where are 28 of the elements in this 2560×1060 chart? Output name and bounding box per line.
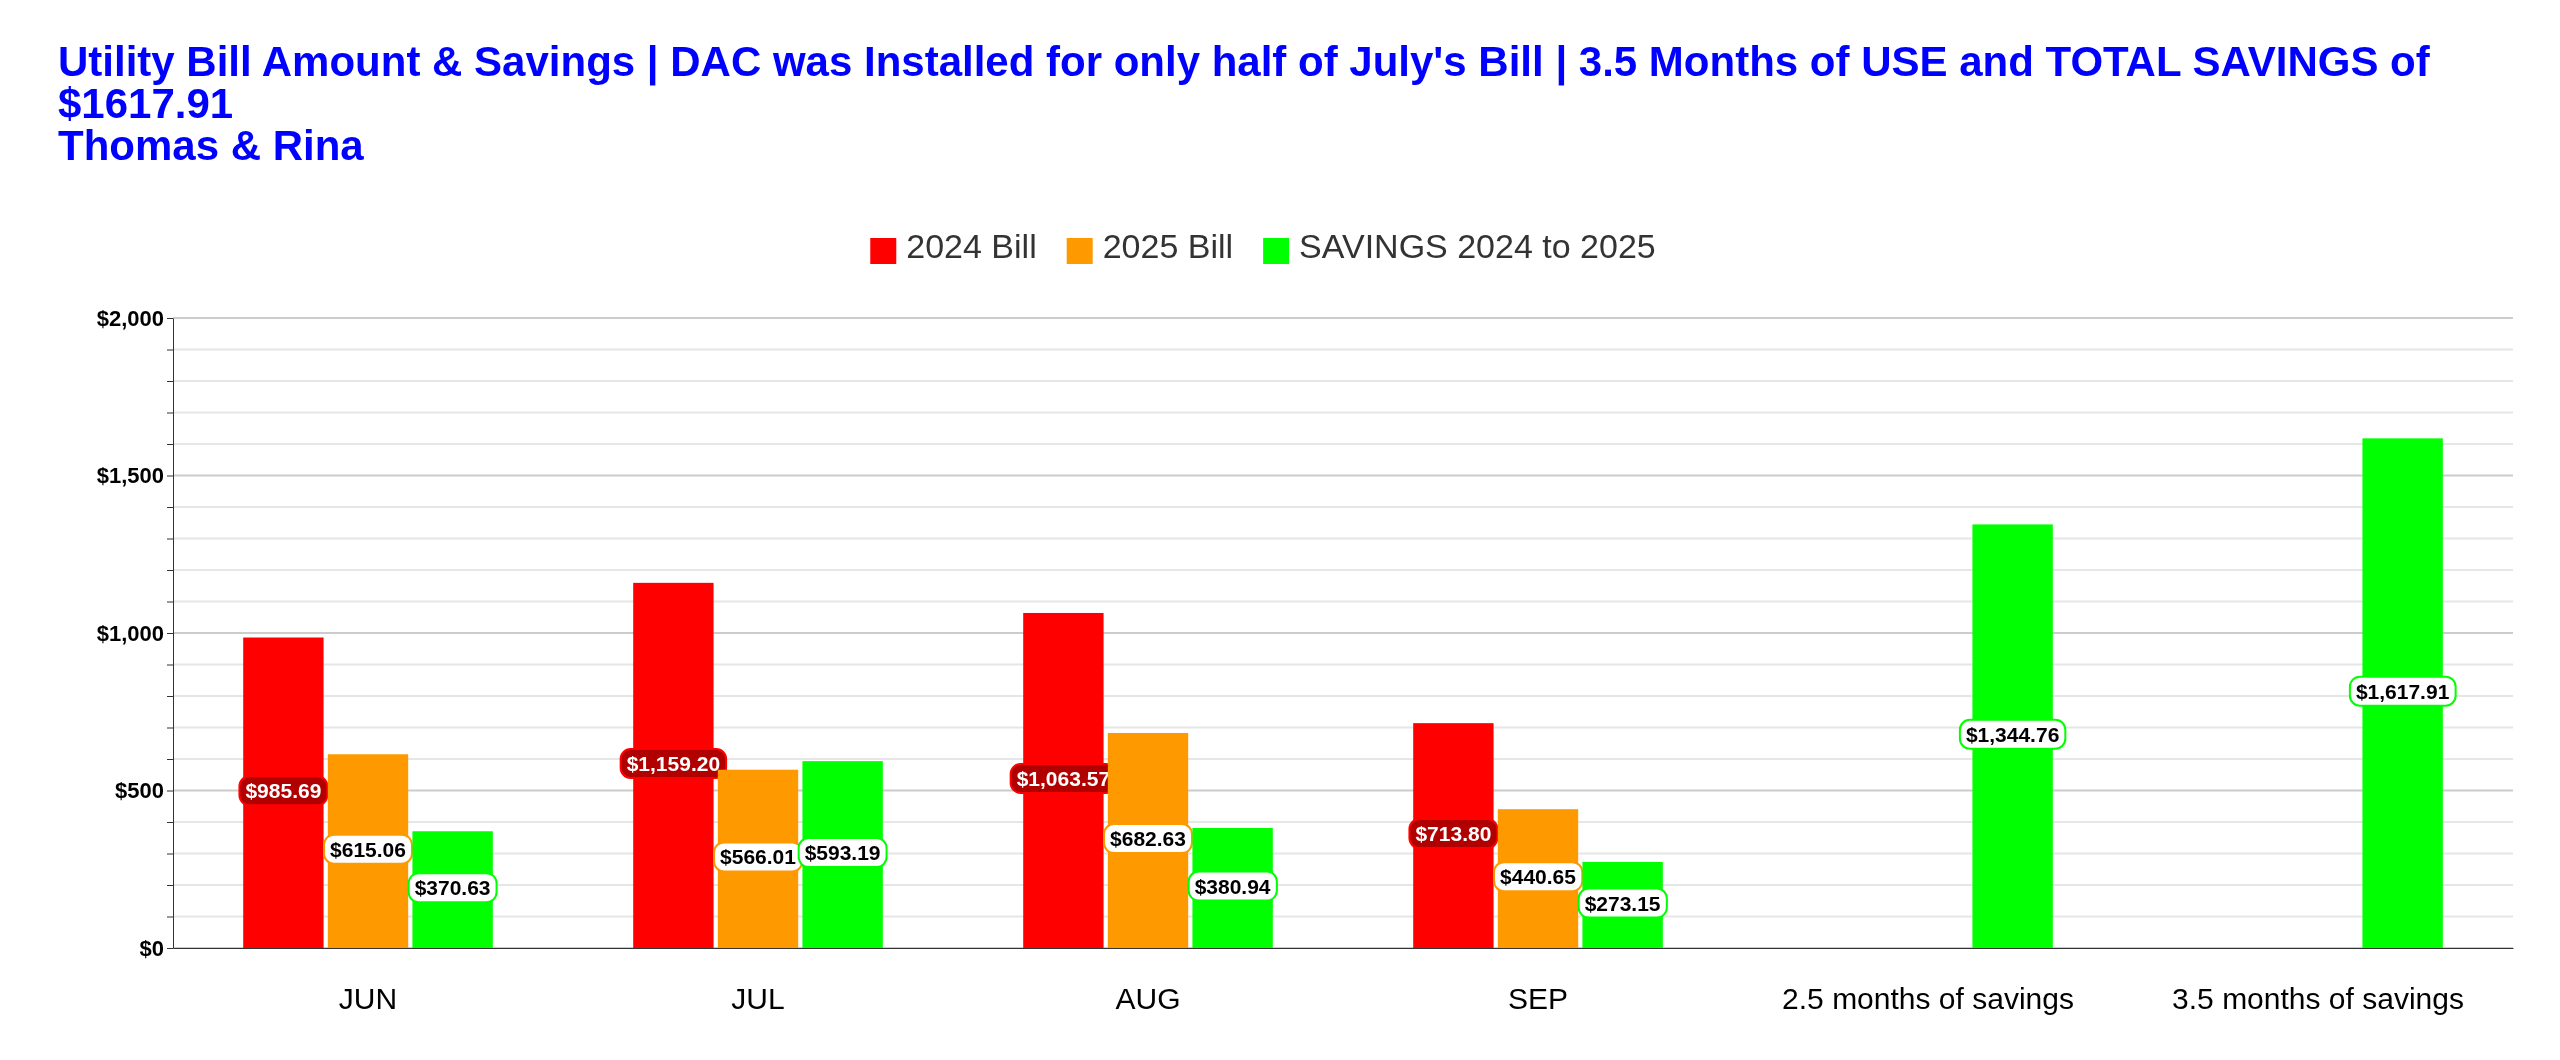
data-label: $440.65 xyxy=(1500,865,1577,889)
data-label: $593.19 xyxy=(804,841,881,865)
y-tick-label: $1,000 xyxy=(96,620,164,646)
data-label: $615.06 xyxy=(330,837,406,861)
x-tick-label: AUG xyxy=(1115,982,1181,1016)
y-tick-label: $0 xyxy=(139,935,164,961)
legend-label: 2025 Bill xyxy=(1102,227,1234,265)
x-tick-label: 3.5 months of savings xyxy=(2172,982,2464,1016)
data-label: $713.80 xyxy=(1415,822,1492,846)
data-label: $682.63 xyxy=(1110,827,1186,851)
data-label: $380.94 xyxy=(1194,874,1271,898)
y-tick-label: $2,000 xyxy=(96,305,164,331)
x-tick-label: SEP xyxy=(1507,982,1569,1016)
x-tick-label: 2.5 months of savings xyxy=(1782,982,2074,1016)
y-tick-label: $500 xyxy=(115,778,164,804)
data-label: $985.69 xyxy=(245,779,322,803)
data-label: $1,617.91 xyxy=(2355,679,2450,703)
legend-label: SAVINGS 2024 to 2025 xyxy=(1299,227,1656,265)
data-label: $566.01 xyxy=(720,845,797,869)
data-label: $1,344.76 xyxy=(1965,722,2060,746)
x-tick-label: JUN xyxy=(338,982,398,1016)
data-label: $1,159.20 xyxy=(626,751,721,775)
y-tick-label: $1,500 xyxy=(96,463,164,489)
data-label: $1,063.57 xyxy=(1016,767,1111,791)
legend-label: 2024 Bill xyxy=(906,227,1037,265)
data-label: $370.63 xyxy=(414,876,491,900)
x-tick-label: JUL xyxy=(731,982,785,1016)
data-label: $273.15 xyxy=(1584,891,1661,915)
